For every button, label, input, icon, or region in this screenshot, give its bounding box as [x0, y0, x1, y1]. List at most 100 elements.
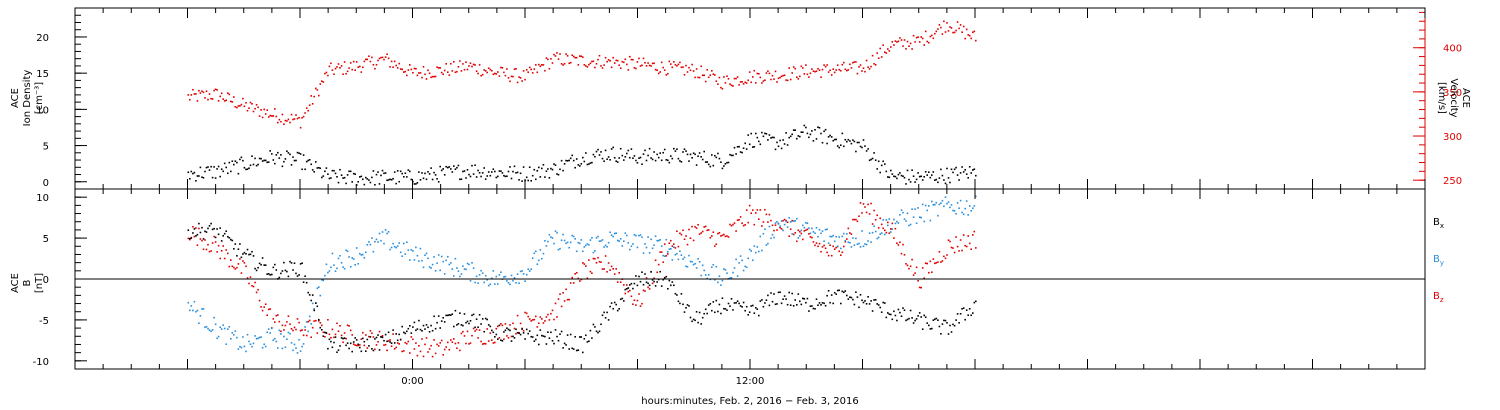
bx-point — [660, 285, 663, 287]
density-point — [788, 136, 790, 139]
bx-point — [506, 327, 508, 329]
bz-point — [551, 309, 554, 312]
velocity-point — [443, 69, 446, 72]
velocity-point — [333, 73, 335, 75]
density-point — [436, 178, 438, 180]
by-point — [551, 237, 554, 239]
density-point — [245, 168, 247, 171]
bz-point — [228, 265, 231, 268]
bx-point — [254, 267, 256, 270]
by-point — [562, 233, 564, 236]
by-point — [193, 300, 196, 303]
bz-point — [428, 348, 431, 350]
density-point — [959, 172, 962, 174]
density-point — [768, 134, 771, 136]
velocity-point — [739, 81, 742, 83]
bx-point — [921, 328, 924, 330]
bz-point — [668, 242, 671, 244]
density-point — [204, 170, 206, 173]
bz-point — [972, 234, 974, 236]
bx-point — [838, 289, 840, 292]
bz-point — [295, 328, 297, 331]
bx-point — [645, 281, 648, 284]
bz-point — [242, 260, 244, 262]
density-point — [849, 140, 851, 142]
by-point — [903, 218, 906, 220]
bz-point — [503, 338, 505, 340]
bx-point — [220, 240, 223, 242]
bz-point — [359, 344, 361, 346]
by-point — [776, 221, 778, 223]
bx-point — [806, 297, 809, 300]
density-point — [953, 168, 956, 171]
bz-point — [315, 319, 317, 322]
by-point — [973, 205, 976, 207]
by-point — [372, 250, 375, 253]
velocity-point — [237, 105, 240, 107]
by-point — [747, 257, 749, 260]
by-point — [217, 335, 220, 338]
velocity-point — [524, 78, 526, 81]
velocity-point — [228, 93, 231, 96]
bx-point — [600, 323, 602, 326]
by-point — [500, 271, 502, 273]
by-point — [231, 332, 234, 334]
bx-point — [618, 308, 620, 310]
velocity-point — [730, 84, 733, 87]
bx-point — [207, 227, 209, 230]
bz-point — [304, 329, 306, 331]
bz-point — [827, 254, 830, 257]
bx-point — [553, 342, 555, 345]
density-point — [856, 141, 859, 144]
bx-point — [880, 311, 883, 313]
bz-point — [618, 272, 620, 274]
velocity-point — [383, 58, 385, 61]
velocity-point — [887, 48, 889, 50]
bz-point — [301, 329, 303, 331]
velocity-point — [744, 81, 746, 84]
bx-point — [538, 343, 540, 346]
bz-point — [712, 231, 715, 233]
bx-point — [623, 300, 625, 302]
bz-point — [767, 221, 769, 223]
bx-point — [959, 313, 962, 315]
velocity-point — [495, 73, 498, 75]
bx-point — [817, 304, 819, 306]
velocity-point — [365, 58, 367, 61]
by-point — [761, 249, 763, 252]
bz-point — [474, 330, 476, 332]
bx-point — [448, 314, 451, 316]
velocity-point — [560, 63, 563, 65]
by-point — [785, 220, 787, 223]
velocity-point — [721, 87, 724, 90]
by-point — [410, 249, 413, 251]
velocity-point — [615, 59, 617, 62]
bx-point — [879, 306, 881, 309]
bx-point — [780, 302, 783, 305]
density-point — [512, 170, 514, 173]
bx-point — [609, 305, 611, 308]
bz-point — [535, 315, 537, 318]
bx-point — [419, 328, 422, 331]
bz-point — [497, 325, 499, 328]
bx-point — [316, 305, 319, 308]
velocity-point — [818, 69, 821, 71]
by-point — [477, 282, 479, 284]
bx-point — [360, 350, 363, 353]
bz-point — [733, 222, 736, 224]
bx-point — [753, 312, 756, 314]
bx-point — [437, 315, 440, 317]
bz-point — [747, 221, 749, 224]
bx-point — [903, 309, 906, 311]
velocity-point — [518, 76, 520, 78]
by-point — [535, 250, 537, 253]
density-axis-label-line1: ACE — [10, 88, 21, 108]
velocity-point — [902, 45, 904, 47]
by-point — [627, 242, 630, 244]
velocity-point — [882, 44, 884, 46]
density-point — [424, 172, 426, 175]
velocity-point — [345, 72, 347, 75]
density-point — [624, 156, 627, 158]
velocity-point — [717, 83, 719, 85]
velocity-point — [401, 68, 403, 71]
